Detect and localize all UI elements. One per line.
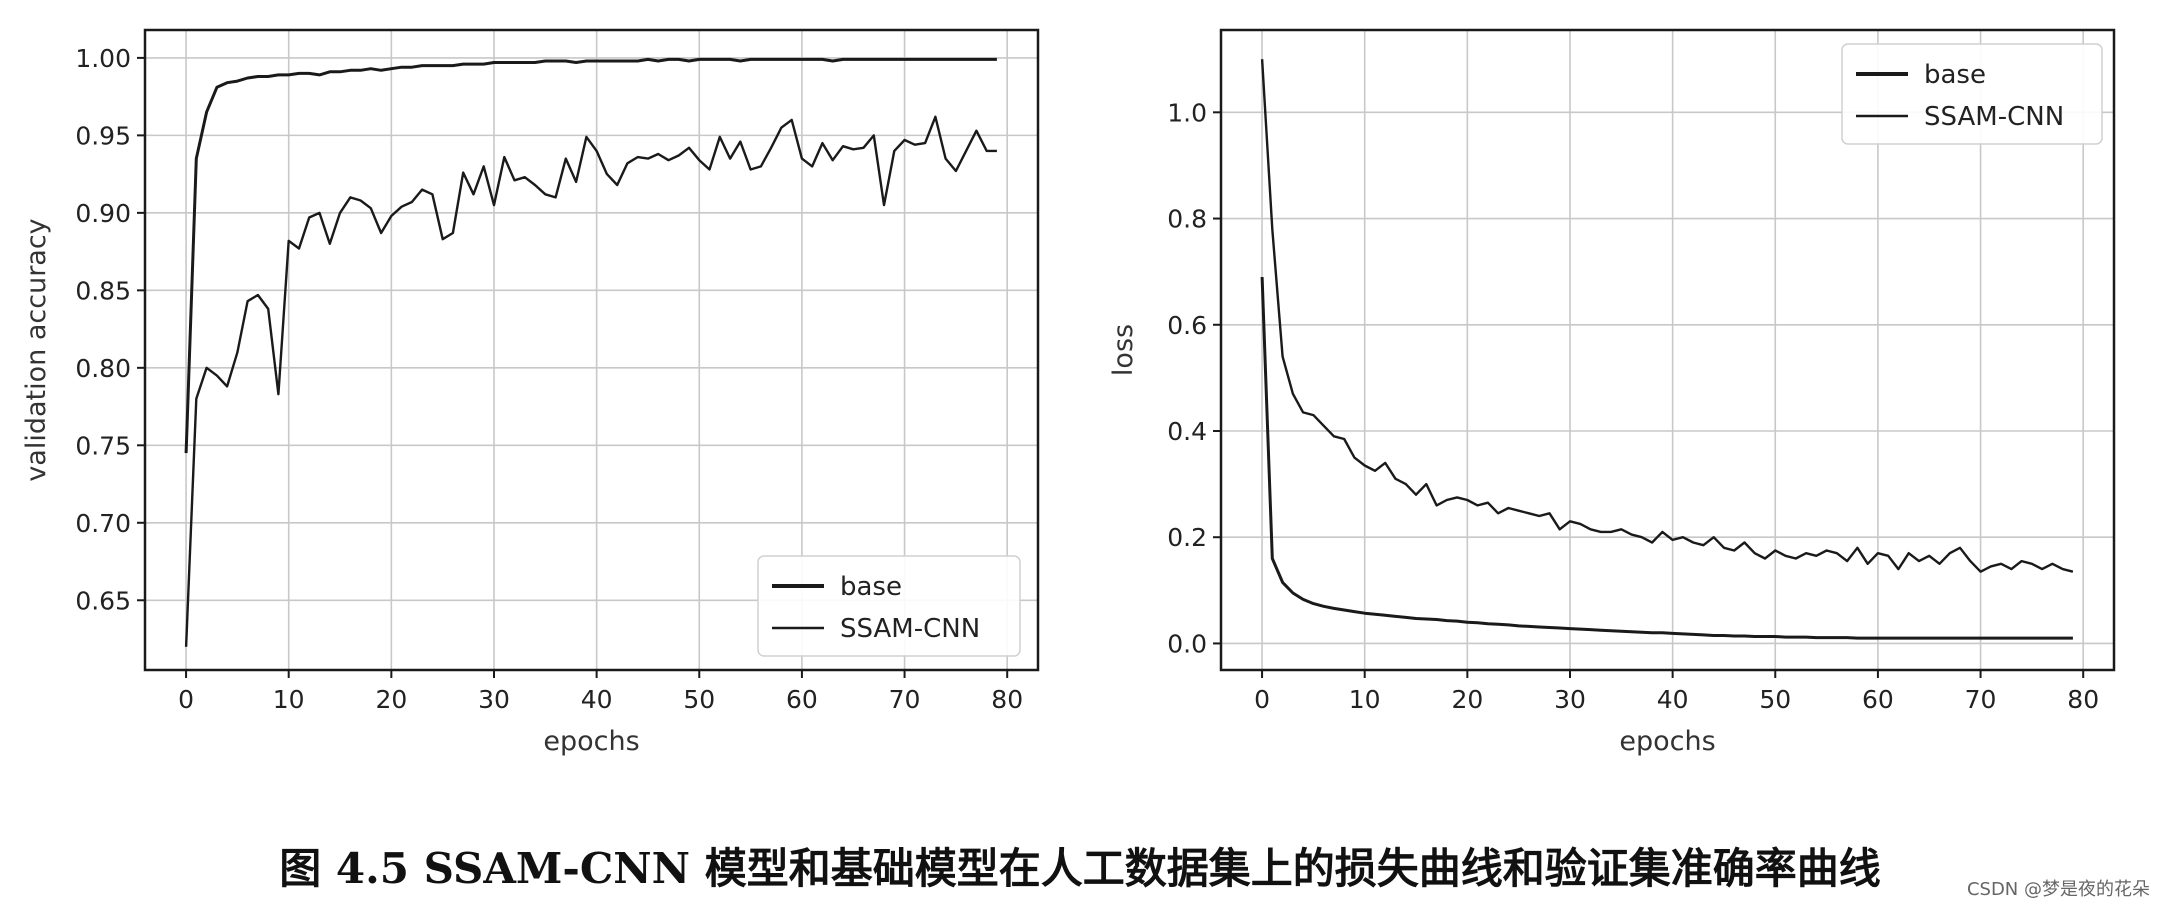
- accuracy-x-tick-label: 70: [889, 685, 921, 714]
- loss-x-tick-label: 60: [1862, 685, 1894, 714]
- loss-x-tick-label: 10: [1349, 685, 1381, 714]
- accuracy-legend-label: base: [840, 572, 902, 602]
- accuracy-y-tick-label: 0.80: [75, 354, 131, 383]
- accuracy-legend-box: [757, 555, 1021, 657]
- loss-legend-label: SSAM-CNN: [1924, 102, 2064, 132]
- loss-legend-box: [1841, 43, 2103, 145]
- loss-legend-label: base: [1924, 60, 1986, 90]
- accuracy-y-axis-label: validation accuracy: [21, 218, 52, 481]
- accuracy-chart: 0 10 20 30 40 50 60 70 80 0.65 0.70 0.75 0.80 0.85 0.9…: [21, 28, 1040, 757]
- loss-x-axis-label: epochs: [1619, 726, 1715, 757]
- loss-y-tick-label: 0.2: [1167, 523, 1207, 552]
- accuracy-x-tick-label: 40: [581, 685, 613, 714]
- loss-x-tick-label: 0: [1254, 685, 1270, 714]
- loss-x-tick-label: 80: [2067, 685, 2099, 714]
- accuracy-y-tick-label: 0.70: [75, 509, 131, 538]
- accuracy-x-tick-label: 50: [683, 685, 715, 714]
- loss-series-base-line: [1260, 276, 2073, 640]
- loss-legend: base SSAM-CNN: [1841, 43, 2103, 145]
- accuracy-y-tick-label: 1.00: [75, 44, 131, 73]
- loss-plot-frame: [1219, 28, 2116, 672]
- loss-y-tick-label: 0.6: [1167, 311, 1207, 340]
- accuracy-x-tick-label: 0: [178, 685, 194, 714]
- accuracy-x-axis-label: epochs: [543, 726, 639, 757]
- loss-y-axis-label: loss: [1108, 324, 1139, 376]
- loss-y-tick-label: 1.0: [1167, 98, 1207, 127]
- loss-y-tick-label: 0.0: [1167, 629, 1207, 658]
- accuracy-x-tick-label: 80: [991, 685, 1023, 714]
- loss-x-tick-label: 40: [1657, 685, 1689, 714]
- loss-y-tick-label: 0.4: [1167, 417, 1207, 446]
- loss-x-tick-label: 70: [1965, 685, 1997, 714]
- accuracy-y-tick-label: 0.75: [75, 431, 131, 460]
- loss-x-tick-label: 50: [1759, 685, 1791, 714]
- loss-x-tick-label: 20: [1451, 685, 1483, 714]
- accuracy-y-tick-label: 0.65: [75, 586, 131, 615]
- accuracy-y-tick-label: 0.90: [75, 199, 131, 228]
- loss-chart: 0 10 20 30 40 50 60 70 80 0.0 0.2 0.4 0.6 0.8 1.0 epoc…: [1108, 28, 2116, 757]
- figure-caption: 图 4.5 SSAM-CNN 模型和基础模型在人工数据集上的损失曲线和验证集准确…: [279, 844, 1881, 893]
- watermark: CSDN @梦是夜的花朵: [1966, 879, 2150, 900]
- accuracy-legend: base SSAM-CNN: [757, 555, 1021, 657]
- loss-y-tick-label: 0.8: [1167, 205, 1207, 234]
- accuracy-series-ssam-cnn-line: [184, 115, 997, 647]
- accuracy-x-tick-label: 20: [375, 685, 407, 714]
- loss-x-tick-label: 30: [1554, 685, 1586, 714]
- loss-series-ssam-cnn-line: [1260, 59, 2074, 573]
- accuracy-y-tick-label: 0.85: [75, 276, 131, 305]
- accuracy-x-tick-label: 10: [273, 685, 305, 714]
- accuracy-x-tick-label: 60: [786, 685, 818, 714]
- accuracy-x-tick-label: 30: [478, 685, 510, 714]
- accuracy-series-base-line: [184, 57, 997, 454]
- accuracy-plot-frame: [143, 28, 1040, 672]
- accuracy-legend-label: SSAM-CNN: [840, 614, 980, 644]
- accuracy-y-tick-label: 0.95: [75, 121, 131, 150]
